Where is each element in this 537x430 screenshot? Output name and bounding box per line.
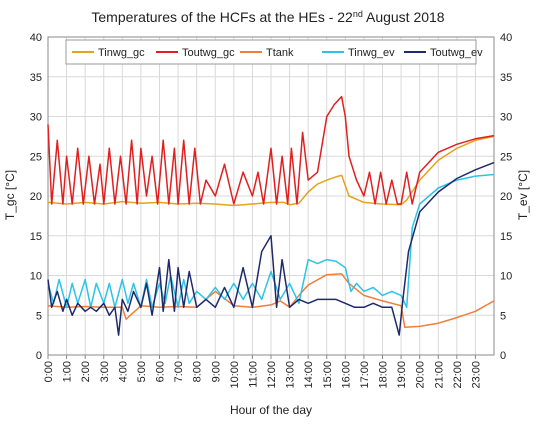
x-tick-label: 18:00 (378, 361, 390, 389)
y-tick-label-left: 5 (36, 310, 42, 322)
x-tick-label: 11:00 (247, 361, 259, 388)
y-tick-label-right: 20 (500, 191, 512, 203)
x-tick-label: 17:00 (359, 361, 371, 389)
x-axis-label: Hour of the day (230, 403, 312, 417)
y-tick-label-left: 10 (30, 271, 42, 283)
y-axis-right-label: T_ev [°C] (516, 170, 530, 220)
legend-label: Tinwg_ev (348, 47, 395, 59)
y-tick-label-right: 10 (500, 271, 512, 283)
legend-label: Toutwg_ev (430, 47, 483, 59)
x-tick-label: 1:00 (62, 361, 74, 382)
x-tick-label: 14:00 (303, 361, 315, 389)
y-tick-label-right: 5 (500, 310, 506, 322)
series-line-toutwg-gc (47, 95, 495, 205)
y-tick-label-right: 25 (500, 151, 512, 163)
x-tick-label: 21:00 (433, 361, 445, 389)
y-axis-right: 0 5 10 15 20 25 30 35 40 (500, 32, 512, 362)
x-tick-label: 16:00 (340, 361, 352, 389)
x-tick-label: 19:00 (396, 361, 408, 389)
x-tick-label: 3:00 (99, 361, 111, 382)
x-tick-label: 22:00 (452, 361, 464, 389)
y-axis-left-label: T_gc [°C] (3, 170, 17, 220)
y-tick-label-right: 15 (500, 231, 512, 243)
y-tick-label-right: 30 (500, 112, 512, 124)
x-tick-label: 8:00 (192, 361, 204, 382)
legend-label: Toutwg_gc (182, 47, 235, 59)
x-tick-label: 23:00 (470, 361, 482, 389)
chart-title: Temperatures of the HCFs at the HEs - 22… (91, 9, 444, 25)
x-tick-label: 10:00 (229, 361, 241, 389)
x-tick-label: 4:00 (117, 361, 129, 382)
x-tick-label: 15:00 (322, 361, 334, 389)
series-line-toutwg-ev (47, 161, 495, 336)
x-tick-label: 13:00 (285, 361, 297, 389)
x-tick-label: 7:00 (173, 361, 185, 382)
x-axis: 0:00 1:00 2:00 3:00 4:00 5:00 6:00 7:00 8:00 9:00… (43, 355, 482, 389)
y-tick-label-left: 35 (30, 72, 42, 84)
y-tick-label-right: 40 (500, 32, 512, 44)
series-line-ttank (47, 273, 495, 328)
y-tick-label-left: 15 (30, 231, 42, 243)
y-tick-label-right: 35 (500, 72, 512, 84)
y-tick-label-left: 40 (30, 32, 42, 44)
x-tick-label: 2:00 (80, 361, 92, 382)
series-line-tinwg-gc (47, 135, 495, 207)
legend-label: Tinwg_gc (98, 47, 145, 59)
x-tick-label: 12:00 (266, 361, 278, 389)
y-axis-left: 0 5 10 15 20 25 30 35 40 (30, 32, 42, 362)
series-lines (47, 95, 495, 336)
y-tick-label-left: 0 (36, 350, 42, 362)
y-tick-label-left: 25 (30, 151, 42, 163)
x-tick-label: 5:00 (136, 361, 148, 382)
y-tick-label-right: 0 (500, 350, 506, 362)
x-tick-label: 6:00 (155, 361, 167, 382)
x-tick-label: 20:00 (415, 361, 427, 389)
x-tick-label: 0:00 (43, 361, 55, 382)
y-tick-label-left: 20 (30, 191, 42, 203)
legend: Tinwg_gc Toutwg_gc Ttank Tinwg_ev Toutwg_ev (65, 39, 483, 65)
y-tick-label-left: 30 (30, 112, 42, 124)
x-tick-label: 9:00 (210, 361, 222, 382)
legend-label: Ttank (266, 47, 294, 59)
